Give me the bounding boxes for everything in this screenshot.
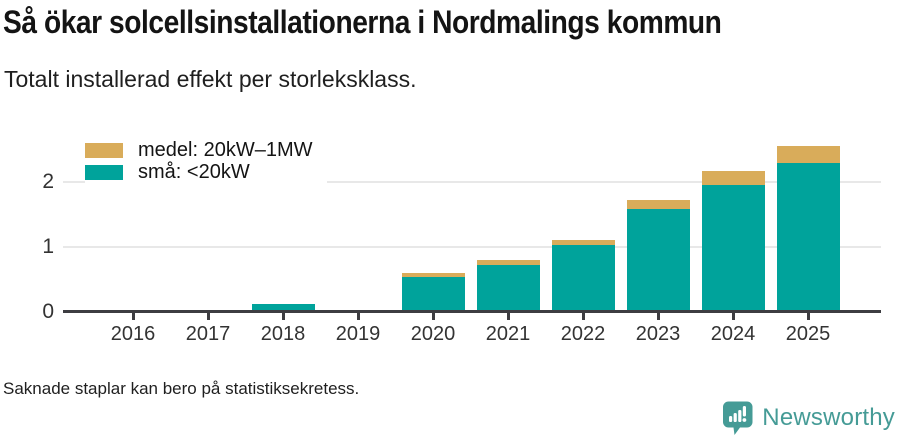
x-axis-line (63, 310, 881, 313)
chart-subtitle: Totalt installerad effekt per storlekskl… (4, 66, 417, 92)
legend-label-sma: små: <20kW (138, 161, 250, 183)
y-axis-label-2: 2 (42, 170, 54, 193)
brand-name: Newsworthy (762, 404, 895, 431)
bar-segment-2021 (476, 259, 540, 265)
x-axis-tick-2019 (356, 313, 360, 320)
bar-segment-2020 (401, 277, 465, 312)
x-axis-label-2016: 2016 (110, 323, 156, 345)
bar-segment-2023 (626, 209, 690, 312)
branding: Newsworthy (721, 400, 895, 436)
bar-segment-2024 (701, 170, 765, 185)
legend-swatch-sma (85, 165, 123, 180)
x-axis-tick-2016 (131, 313, 135, 320)
gridline-y1 (63, 245, 881, 248)
bar-segment-2023 (626, 200, 690, 210)
bar-segment-2021 (476, 264, 540, 312)
x-axis-tick-2017 (206, 313, 210, 320)
legend-swatch-medel (85, 143, 123, 158)
x-axis-tick-2023 (656, 313, 660, 320)
legend: medel: 20kW–1MW små: <20kW (85, 139, 327, 189)
bar-segment-2022 (551, 245, 615, 312)
x-axis-label-2018: 2018 (260, 323, 306, 345)
newsworthy-logo-icon (723, 401, 753, 435)
footnote: Saknade staplar kan bero på statistiksek… (3, 379, 360, 398)
y-axis-label-1: 1 (42, 234, 54, 258)
x-axis-label-2020: 2020 (410, 323, 456, 345)
x-axis-label-2025: 2025 (785, 323, 831, 345)
bar-segment-2020 (401, 273, 465, 278)
bar-segment-2024 (701, 185, 765, 312)
y-axis-label-0: 0 (42, 299, 54, 323)
x-axis-label-2024: 2024 (710, 323, 756, 345)
x-axis-tick-2022 (581, 313, 585, 320)
x-axis-label-2021: 2021 (485, 323, 531, 345)
bar-segment-2025 (776, 145, 840, 163)
x-axis-tick-2021 (506, 313, 510, 320)
legend-item-sma: små: <20kW (85, 161, 313, 183)
x-axis-label-2022: 2022 (560, 323, 606, 345)
x-axis-label-2023: 2023 (635, 323, 681, 345)
x-axis-tick-2024 (731, 313, 735, 320)
bar-segment-2022 (551, 240, 615, 246)
x-axis-tick-2018 (281, 313, 285, 320)
legend-label-medel: medel: 20kW–1MW (138, 139, 313, 161)
x-axis-label-2019: 2019 (335, 323, 381, 345)
chart-title: Så ökar solcellsinstallationerna i Nordm… (3, 4, 722, 40)
x-axis-tick-2020 (431, 313, 435, 320)
legend-item-medel: medel: 20kW–1MW (85, 139, 313, 161)
bar-segment-2018 (251, 303, 315, 312)
bar-segment-2025 (776, 162, 840, 312)
gridline-y2 (63, 181, 881, 183)
x-axis-tick-2025 (806, 313, 810, 320)
x-axis-label-2017: 2017 (185, 323, 231, 345)
